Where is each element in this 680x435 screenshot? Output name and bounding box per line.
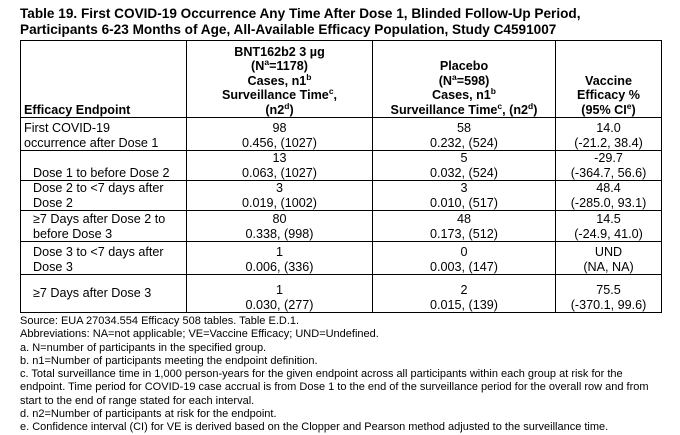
bnt-cell: 80 0.338, (998) [186,210,373,242]
footnote-c-line-3: start to the end of range stated for eac… [20,394,255,407]
footnotes: Source: EUA 27034.554 Efficacy 508 table… [20,315,665,435]
table-row: Dose 1 to before Dose 2 13 0.063, (1027) … [20,150,662,181]
bnt-cell: 98 0.456, (1027) [186,117,373,151]
header-bnt162b2: BNT162b2 3 µg (Na=1178) Cases, n1b Surve… [186,40,373,118]
ve-cell: UND (NA, NA) [555,241,662,275]
title-line-2: Participants 6-23 Months of Age, All-Ava… [20,22,557,37]
endpoint-cell: Dose 2 to <7 days after Dose 2 [20,180,187,211]
table-row: Dose 3 to <7 days after Dose 3 1 0.006, (3… [20,241,662,275]
table-row: ≥7 Days after Dose 2 to before Dose 3 80 0… [20,210,662,242]
header-efficacy-endpoint: Efficacy Endpoint [20,40,187,118]
table-row: Dose 2 to <7 days after Dose 2 3 0.019, (1… [20,180,662,211]
endpoint-cell: ≥7 Days after Dose 3 [20,274,187,313]
bnt-cell: 3 0.019, (1002) [186,180,373,211]
title-line-1: Table 19. First COVID-19 Occurrence Any … [20,6,581,21]
placebo-cell: 3 0.010, (517) [372,180,556,211]
placebo-cell: 48 0.173, (512) [372,210,556,242]
abbreviations-note: Abbreviations: NA=not applicable; VE=Vac… [20,328,379,341]
bnt-cell: 13 0.063, (1027) [186,150,373,181]
endpoint-cell: ≥7 Days after Dose 2 to before Dose 3 [20,210,187,242]
placebo-cell: 0 0.003, (147) [372,241,556,275]
ve-cell: 14.0 (-21.2, 38.4) [555,117,662,151]
footnote-e: e. Confidence interval (CI) for VE is de… [20,421,609,434]
ve-cell: -29.7 (-364.7, 56.6) [555,150,662,181]
footnote-c-line-1: c. Total surveillance time in 1,000 pers… [20,368,623,381]
placebo-cell: 2 0.015, (139) [372,274,556,313]
footnote-c-line-2: endpoint. Time period for COVID-19 case … [20,381,649,394]
endpoint-cell: Dose 1 to before Dose 2 [20,150,187,181]
header-row: Efficacy Endpoint BNT162b2 3 µg (Na=1178… [20,40,662,118]
ve-cell: 14.5 (-24.9, 41.0) [555,210,662,242]
table-row: First COVID-19 occurrence after Dose 1 98… [20,117,662,151]
footnote-b: b. n1=Number of participants meeting the… [20,354,318,367]
table-title: Table 19. First COVID-19 Occurrence Any … [20,6,670,38]
endpoint-cell: First COVID-19 occurrence after Dose 1 [20,117,187,151]
ve-cell: 75.5 (-370.1, 99.6) [555,274,662,313]
footnote-a: a. N=number of participants in the speci… [20,341,267,354]
header-vaccine-efficacy: Vaccine Efficacy % (95% CIe) [555,40,662,118]
bnt-cell: 1 0.006, (336) [186,241,373,275]
header-placebo: Placebo (Na=598) Cases, n1b Surveillance… [372,40,556,118]
bnt-cell: 1 0.030, (277) [186,274,373,313]
ve-cell: 48.4 (-285.0, 93.1) [555,180,662,211]
placebo-cell: 58 0.232, (524) [372,117,556,151]
efficacy-table: Efficacy Endpoint BNT162b2 3 µg (Na=1178… [20,40,662,313]
table-row: ≥7 Days after Dose 3 1 0.030, (277) 2 0.01… [20,274,662,313]
endpoint-cell: Dose 3 to <7 days after Dose 3 [20,241,187,275]
footnote-d: d. n2=Number of participants at risk for… [20,408,277,421]
placebo-cell: 5 0.032, (524) [372,150,556,181]
source-note: Source: EUA 27034.554 Efficacy 508 table… [20,315,300,327]
